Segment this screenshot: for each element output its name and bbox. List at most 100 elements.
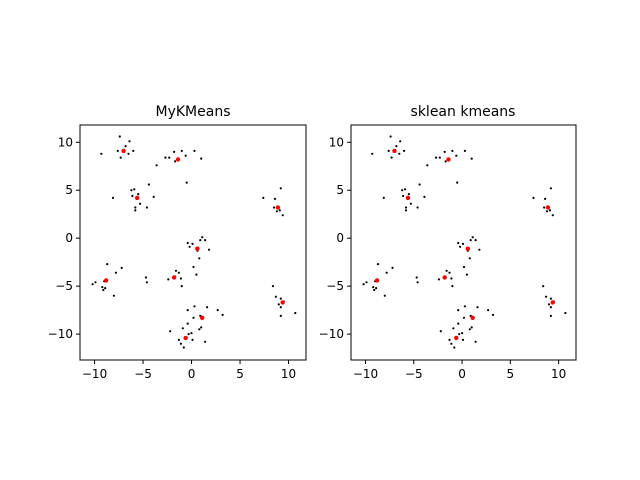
axis-ticks: −10 −5 0 5 10 10 5 0 −5 −10 (319, 135, 567, 381)
y-tick-label: 10 (58, 135, 73, 149)
data-point (177, 338, 180, 341)
data-point (193, 149, 196, 152)
centroid-point (104, 278, 109, 283)
x-tick-label: −5 (134, 367, 152, 381)
data-point (188, 245, 191, 248)
data-point (434, 156, 438, 159)
data-point (277, 303, 280, 306)
subplot-sklean-kmeans: sklean kmeans −10 −5 0 5 10 10 5 0 −5 −10 (319, 104, 577, 381)
data-point (549, 187, 553, 190)
data-point (542, 285, 545, 288)
data-point (487, 309, 490, 312)
data-point (453, 346, 456, 349)
data-point (451, 149, 454, 152)
data-point (404, 188, 407, 191)
centroid-point (392, 148, 397, 154)
data-point (471, 236, 474, 239)
data-point (145, 206, 148, 209)
centroid-point (183, 335, 188, 341)
data-point (106, 263, 109, 266)
centroid-point (171, 275, 177, 280)
data-point (221, 313, 224, 316)
data-point (200, 326, 203, 329)
data-point (180, 285, 183, 288)
x-tick-label: 5 (507, 367, 515, 381)
data-point (476, 306, 479, 309)
data-point (191, 338, 194, 341)
data-point (547, 303, 551, 306)
data-point (193, 305, 196, 308)
data-point (139, 202, 142, 205)
data-point (128, 140, 131, 143)
centroid-point (374, 278, 380, 283)
data-point (445, 269, 448, 272)
data-point (551, 214, 554, 217)
data-point (200, 157, 203, 160)
data-point (474, 239, 477, 242)
data-point (385, 271, 388, 274)
data-point (168, 156, 171, 159)
data-point (404, 206, 408, 209)
data-point (100, 152, 103, 155)
data-point (371, 152, 374, 155)
data-point (180, 149, 183, 152)
centroid-point (135, 195, 140, 201)
data-point (564, 311, 567, 315)
centroid-point (442, 275, 447, 280)
data-point (491, 313, 495, 316)
data-point (459, 245, 462, 248)
y-tick-label: 5 (65, 183, 73, 197)
data-point (549, 314, 553, 317)
data-point (448, 338, 451, 341)
data-point (463, 305, 466, 308)
axis-ticks: −10 −5 0 5 10 10 5 0 −5 −10 (48, 135, 297, 381)
axes-frame (79, 124, 307, 361)
x-tick-label: 10 (281, 367, 296, 381)
centroid-point (446, 157, 451, 162)
centroid-point (545, 205, 551, 210)
data-point (195, 273, 198, 276)
data-point (112, 294, 115, 297)
data-point (389, 135, 392, 138)
data-point (130, 189, 133, 192)
data-point (455, 154, 458, 157)
data-point (391, 266, 394, 269)
data-point (272, 206, 276, 209)
data-point (372, 286, 375, 289)
data-point (448, 271, 451, 274)
data-point (102, 288, 105, 292)
data-point (461, 332, 464, 335)
x-tick-label: −10 (353, 367, 378, 381)
data-point (461, 242, 465, 245)
data-point (134, 209, 137, 212)
data-point (382, 196, 385, 199)
data-point (278, 209, 281, 212)
x-tick-label: 0 (458, 367, 466, 381)
data-point (468, 257, 471, 260)
data-point (164, 156, 167, 159)
data-point (407, 193, 410, 196)
data-point (443, 150, 446, 153)
data-point (191, 242, 194, 245)
data-point (273, 197, 277, 200)
data-point (187, 333, 190, 336)
data-point (390, 156, 393, 159)
data-point (463, 149, 466, 152)
data-point (437, 278, 440, 281)
data-point (468, 328, 471, 331)
data-point (137, 193, 140, 196)
data-point (403, 149, 406, 152)
scatter-marks (91, 135, 297, 349)
y-tick-label: 0 (65, 231, 73, 245)
centroid-point (195, 246, 200, 251)
data-point (465, 273, 468, 276)
data-point (450, 277, 453, 280)
data-point (279, 297, 282, 300)
data-point (416, 281, 419, 284)
data-point (376, 263, 380, 266)
data-point (281, 214, 284, 217)
x-tick-label: 10 (551, 367, 566, 381)
data-point (438, 156, 441, 159)
data-point (94, 281, 97, 284)
data-point (131, 194, 134, 198)
